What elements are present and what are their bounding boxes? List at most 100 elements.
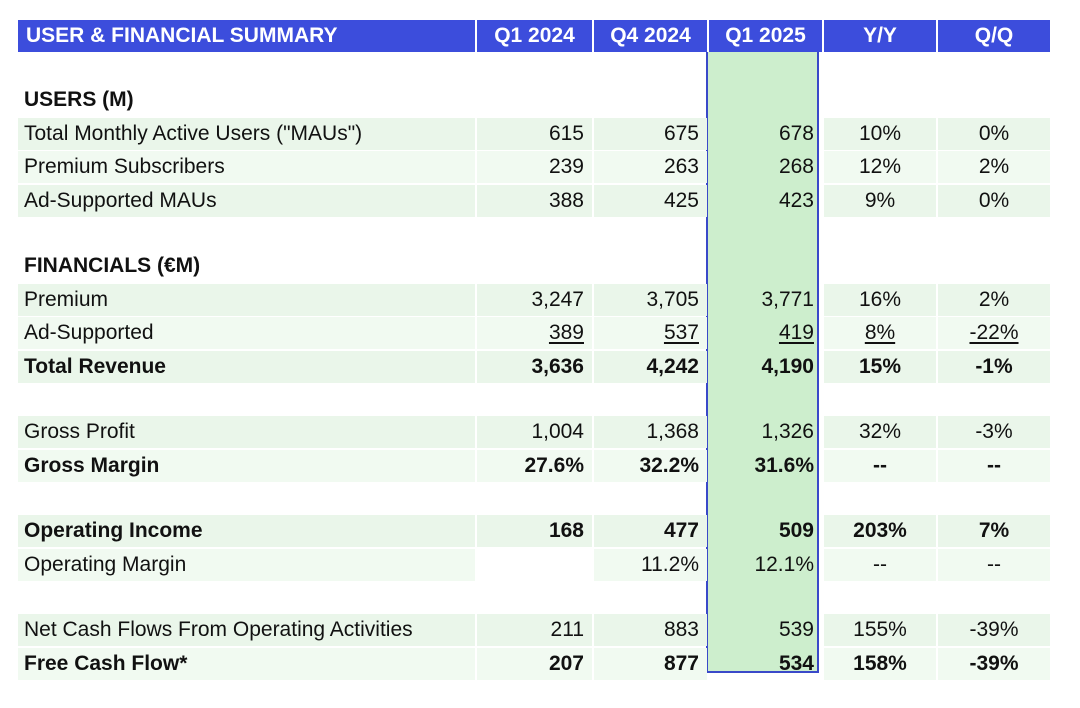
row-label: Total Monthly Active Users ("MAUs"): [18, 117, 475, 150]
summary-table: USER & FINANCIAL SUMMARY Q1 2024 Q4 2024…: [18, 20, 1050, 681]
table-row: Gross Profit 1,004 1,368 1,326 32% -3%: [18, 416, 1050, 448]
table-row: Operating Income 168 477 509 203% 7%: [18, 515, 1050, 547]
value-q1-2024: 615: [477, 117, 592, 150]
q1-2025-column-highlight: [706, 52, 819, 673]
spacer: [18, 582, 1050, 614]
value-q1-2025: 31.6%: [754, 453, 814, 477]
value-q1-2025: 3,771: [761, 287, 814, 311]
value-qq: -1%: [938, 350, 1050, 383]
value-q1-2025: 268: [778, 155, 814, 178]
value-qq: 2%: [938, 283, 1050, 316]
value-yy: 16%: [824, 283, 936, 316]
value-q1-2025: 509: [778, 519, 814, 542]
value-yy: 8%: [864, 321, 896, 344]
value-yy: 158%: [824, 647, 936, 680]
spacer: [18, 218, 1050, 250]
value-yy: 12%: [824, 151, 936, 183]
table-row: Gross Margin 27.6% 32.2% 31.6% -- --: [18, 449, 1050, 482]
row-label: Premium: [18, 283, 475, 316]
value-q1-2024: 388: [477, 184, 592, 217]
value-q1-2024: 389: [548, 321, 584, 344]
value-q1-2024: 207: [477, 647, 592, 680]
value-yy: --: [824, 449, 936, 482]
spacer: [18, 483, 1050, 515]
value-qq: -39%: [938, 647, 1050, 680]
value-yy: 15%: [824, 350, 936, 383]
value-q4-2024: 11.2%: [594, 548, 707, 581]
value-q1-2024: 27.6%: [477, 449, 592, 482]
value-q4-2024: 425: [594, 184, 707, 217]
value-q4-2024: 883: [594, 614, 707, 646]
col-header-q1-2024: Q1 2024: [477, 20, 592, 52]
value-qq: 2%: [938, 151, 1050, 183]
value-qq: -39%: [938, 614, 1050, 646]
table-row: Ad-Supported MAUs 388 425 423 9% 0%: [18, 184, 1050, 217]
value-q1-2025: 1,326: [761, 420, 814, 443]
table-row: Free Cash Flow* 207 877 534 158% -39%: [18, 647, 1050, 680]
value-q1-2024: 1,004: [477, 416, 592, 448]
value-q4-2024: 3,705: [594, 283, 707, 316]
value-qq: --: [938, 449, 1050, 482]
table-row-total: Total Revenue 3,636 4,242 4,190 15% -1%: [18, 350, 1050, 383]
table-title: USER & FINANCIAL SUMMARY: [18, 20, 475, 52]
value-qq: 0%: [938, 117, 1050, 150]
row-label: Ad-Supported MAUs: [18, 184, 475, 217]
value-q1-2025: 12.1%: [754, 552, 814, 576]
col-header-q4-2024: Q4 2024: [594, 20, 707, 52]
value-yy: 32%: [824, 416, 936, 448]
value-yy: 10%: [824, 117, 936, 150]
value-q1-2024: [477, 548, 592, 581]
row-label: Premium Subscribers: [18, 151, 475, 183]
value-yy: --: [824, 548, 936, 581]
value-yy: 9%: [824, 184, 936, 217]
table-row: Premium Subscribers 239 263 268 12% 2%: [18, 151, 1050, 183]
spacer: [18, 384, 1050, 416]
value-qq: --: [938, 548, 1050, 581]
table-row: Total Monthly Active Users ("MAUs") 615 …: [18, 117, 1050, 150]
value-q1-2025: 678: [778, 121, 814, 145]
row-label: Operating Margin: [18, 548, 475, 581]
value-q4-2024: 32.2%: [594, 449, 707, 482]
value-q4-2024: 1,368: [594, 416, 707, 448]
value-q1-2025: 539: [778, 618, 814, 641]
col-header-q1-2025: Q1 2025: [709, 20, 822, 52]
value-yy: 203%: [824, 515, 936, 547]
value-q4-2024: 877: [594, 647, 707, 680]
value-q1-2024: 239: [477, 151, 592, 183]
value-q1-2024: 3,247: [477, 283, 592, 316]
spacer: [18, 52, 1050, 84]
value-qq: 0%: [938, 184, 1050, 217]
section-users: USERS (M): [24, 88, 134, 111]
row-label: Net Cash Flows From Operating Activities: [18, 614, 475, 646]
value-q1-2025: 4,190: [761, 354, 814, 378]
col-header-yy: Y/Y: [824, 20, 936, 52]
value-qq: 7%: [938, 515, 1050, 547]
row-label: Free Cash Flow*: [18, 647, 475, 680]
value-qq: -3%: [938, 416, 1050, 448]
value-q1-2024: 211: [477, 614, 592, 646]
value-q1-2024: 3,636: [477, 350, 592, 383]
value-yy: 155%: [824, 614, 936, 646]
value-q1-2025: 419: [778, 321, 814, 344]
table-row: Operating Margin 11.2% 12.1% -- --: [18, 548, 1050, 581]
row-label: Gross Profit: [18, 416, 475, 448]
row-label: Total Revenue: [18, 350, 475, 383]
col-header-qq: Q/Q: [938, 20, 1050, 52]
table-row: Net Cash Flows From Operating Activities…: [18, 614, 1050, 646]
value-q4-2024: 477: [594, 515, 707, 547]
value-q4-2024: 4,242: [594, 350, 707, 383]
value-q4-2024: 263: [594, 151, 707, 183]
table-row: Ad-Supported 389 537 419 8% -22%: [18, 317, 1050, 349]
section-financials: FINANCIALS (€M): [24, 254, 201, 277]
table-row: Premium 3,247 3,705 3,771 16% 2%: [18, 283, 1050, 316]
value-qq: -22%: [969, 321, 1019, 344]
value-q4-2024: 675: [594, 117, 707, 150]
value-q1-2025: 423: [778, 188, 814, 212]
row-label: Ad-Supported: [18, 317, 475, 349]
table-header: USER & FINANCIAL SUMMARY Q1 2024 Q4 2024…: [18, 20, 1050, 52]
row-label: Gross Margin: [18, 449, 475, 482]
value-q1-2024: 168: [477, 515, 592, 547]
value-q1-2025: 534: [778, 651, 814, 675]
row-label: Operating Income: [18, 515, 475, 547]
value-q4-2024: 537: [663, 321, 699, 344]
